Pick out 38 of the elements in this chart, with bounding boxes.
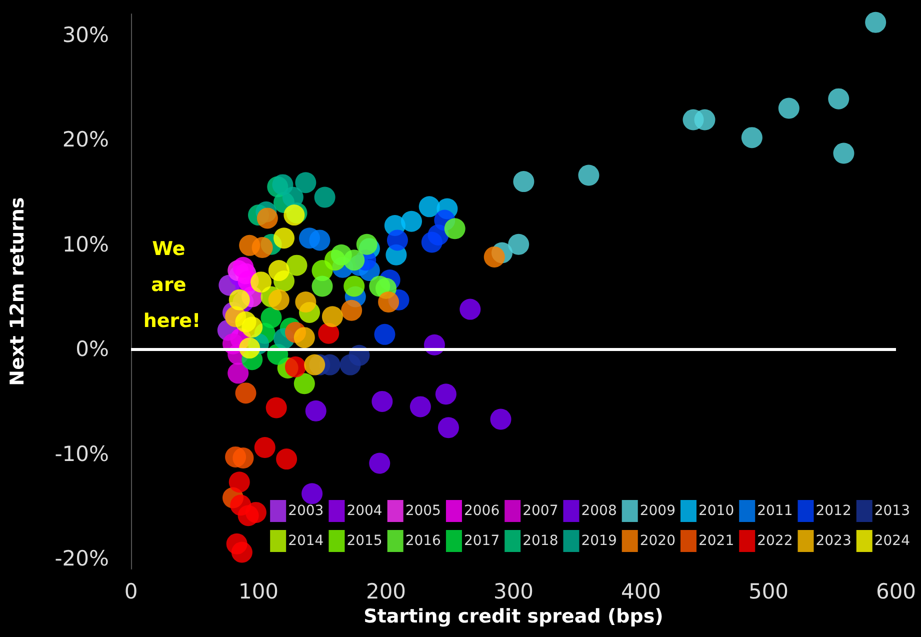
legend-label: 2012	[816, 503, 852, 519]
legend-label: 2010	[698, 503, 734, 519]
x-tick-label: 0	[124, 580, 138, 604]
legend-label: 2009	[640, 503, 676, 519]
x-axis-title: Starting credit spread (bps)	[364, 606, 664, 628]
y-tick-label: -10%	[54, 442, 109, 466]
legend-label: 2007	[522, 503, 558, 519]
legend-label: 2006	[464, 503, 500, 519]
legend-label: 2023	[816, 533, 852, 549]
y-tick-label: 0%	[76, 337, 109, 362]
y-tick-label: 10%	[62, 232, 109, 256]
legend-label: 2015	[346, 533, 382, 549]
legend-label: 2003	[288, 503, 324, 519]
y-tick-label: -20%	[54, 546, 109, 571]
legend-label: 2016	[405, 533, 442, 549]
legend-label: 2013	[874, 503, 910, 519]
y-tick-label: 20%	[62, 128, 109, 152]
legend-label: 2021	[698, 533, 734, 549]
x-tick-label: 100	[238, 580, 279, 604]
legend-label: 2014	[288, 533, 324, 549]
legend-label: 2022	[757, 533, 793, 549]
legend-label: 2017	[464, 533, 500, 549]
legend-label: 2024	[874, 533, 910, 549]
x-tick-label: 400	[620, 580, 662, 604]
legend-label: 2018	[522, 533, 558, 549]
x-tick-label: 600	[876, 580, 916, 604]
annotation: We are here!	[143, 238, 201, 332]
legend-label: 2005	[405, 503, 441, 519]
x-tick-label: 300	[493, 580, 534, 604]
legend-label: 2008	[581, 503, 617, 519]
y-axis-title: Next 12m returns	[6, 197, 28, 386]
y-tick-label: 30%	[62, 22, 109, 47]
legend-label: 2019	[581, 533, 617, 549]
legend-label: 2004	[346, 503, 382, 519]
x-tick-label: 200	[366, 580, 406, 604]
legend-label: 2011	[757, 503, 793, 519]
x-tick-label: 500	[748, 580, 789, 604]
legend-label: 2020	[640, 533, 676, 549]
